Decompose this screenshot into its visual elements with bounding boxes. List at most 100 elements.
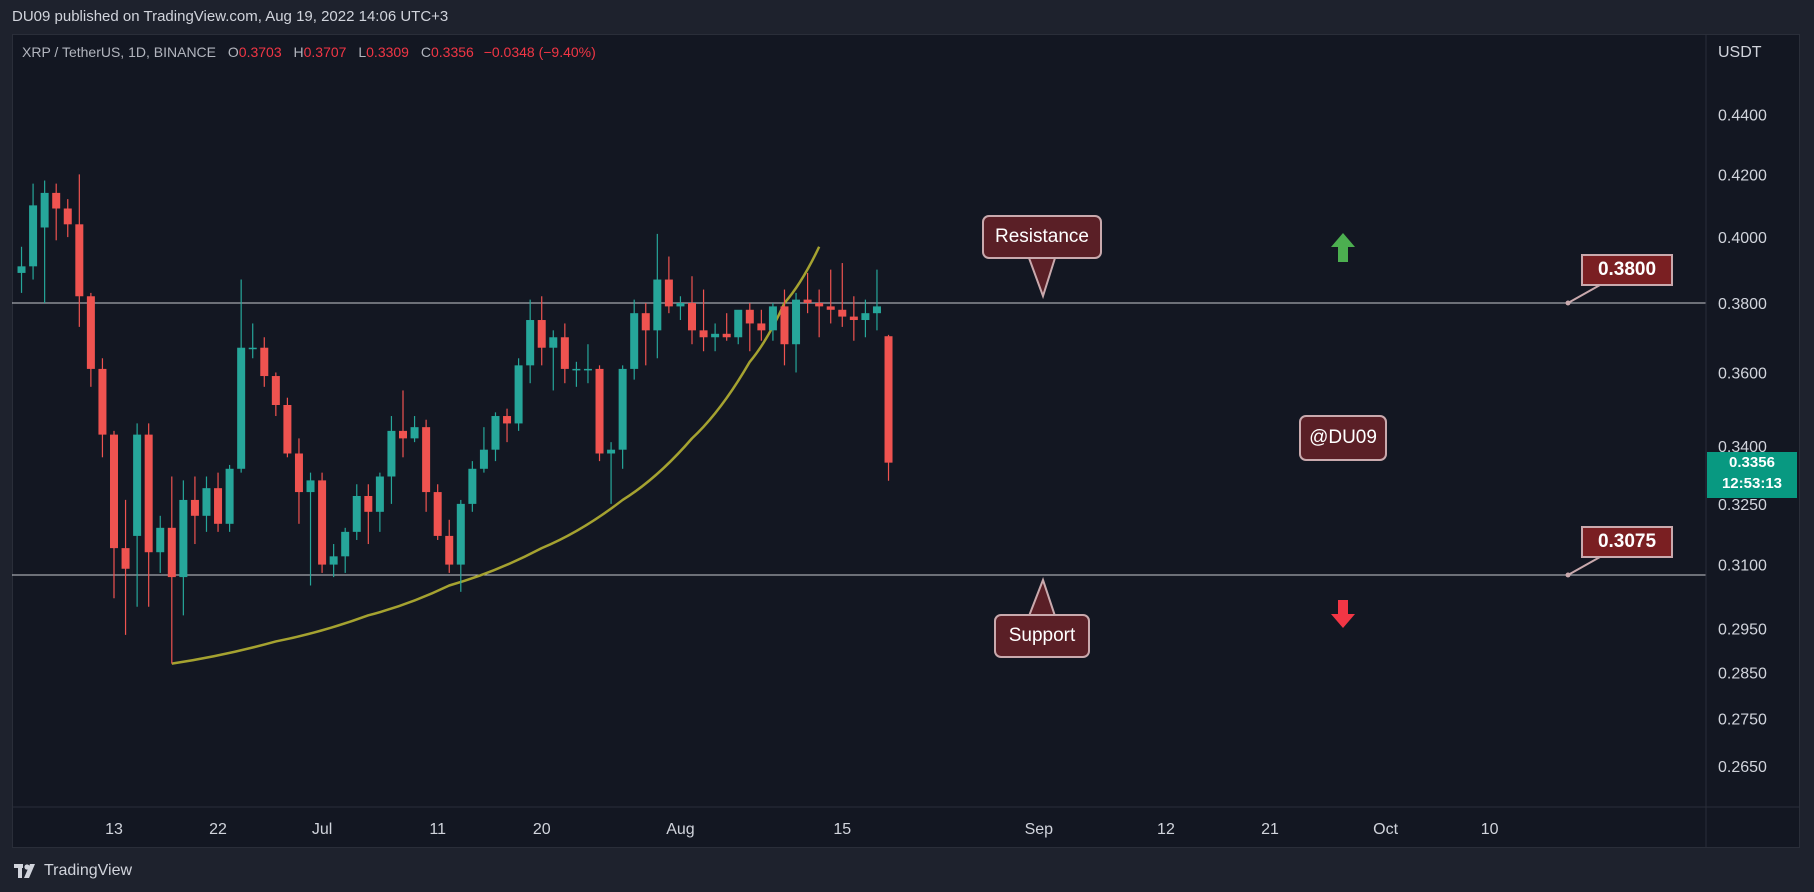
candle[interactable]	[63, 199, 72, 238]
high-label: H	[293, 44, 304, 60]
candle[interactable]	[422, 419, 431, 512]
candle[interactable]	[526, 299, 535, 384]
candle[interactable]	[664, 256, 673, 314]
candle[interactable]	[618, 365, 627, 469]
candle[interactable]	[364, 484, 373, 545]
candle[interactable]	[745, 303, 754, 352]
candle[interactable]	[214, 472, 223, 532]
candle[interactable]	[503, 408, 512, 443]
candle[interactable]	[294, 438, 303, 524]
candle[interactable]	[676, 296, 685, 321]
candle[interactable]	[630, 299, 639, 380]
candle-body	[503, 416, 512, 424]
candle[interactable]	[884, 334, 893, 481]
candle[interactable]	[468, 461, 477, 512]
candle[interactable]	[491, 412, 500, 462]
candle[interactable]	[190, 476, 199, 545]
candle[interactable]	[722, 313, 731, 341]
support-tag-leader	[1567, 556, 1612, 576]
candle[interactable]	[861, 299, 870, 338]
chart-frame[interactable]	[12, 34, 1800, 848]
candle[interactable]	[237, 279, 246, 473]
candle[interactable]	[479, 427, 488, 473]
candle-body	[583, 368, 592, 371]
candle[interactable]	[40, 180, 49, 303]
candle[interactable]	[375, 472, 384, 532]
candle[interactable]	[133, 423, 142, 607]
candle[interactable]	[410, 416, 419, 443]
candle[interactable]	[572, 361, 581, 387]
y-tick-label: 0.4200	[1718, 167, 1767, 184]
candle[interactable]	[75, 174, 84, 327]
candle[interactable]	[456, 499, 465, 592]
candle[interactable]	[98, 358, 107, 458]
tradingview-logo-icon	[14, 864, 35, 878]
candle[interactable]	[803, 272, 812, 314]
publisher-text: DU09 published on TradingView.com, Aug 1…	[12, 8, 449, 25]
candle-body	[167, 527, 176, 578]
candle[interactable]	[144, 423, 153, 607]
x-tick-label: 20	[533, 821, 551, 838]
candle[interactable]	[826, 269, 835, 324]
candle-body	[526, 320, 535, 366]
candle[interactable]	[399, 390, 407, 458]
candle[interactable]	[537, 296, 546, 366]
green-up-arrow-icon	[1331, 233, 1355, 262]
candle[interactable]	[179, 480, 188, 616]
candle-body	[63, 208, 72, 225]
candle[interactable]	[872, 269, 881, 331]
candle[interactable]	[29, 183, 38, 280]
candle[interactable]	[653, 233, 662, 359]
candle-body	[699, 330, 708, 338]
candle[interactable]	[318, 472, 327, 573]
candle[interactable]	[711, 323, 720, 352]
candle[interactable]	[17, 246, 26, 293]
candle[interactable]	[167, 476, 176, 664]
candle[interactable]	[757, 309, 766, 341]
candle[interactable]	[688, 276, 696, 345]
candle-body	[294, 453, 303, 493]
candle[interactable]	[815, 289, 824, 338]
candle[interactable]	[86, 292, 95, 387]
candle[interactable]	[583, 344, 592, 384]
candle-body	[815, 303, 824, 307]
candle[interactable]	[341, 527, 350, 573]
candle[interactable]	[445, 519, 454, 573]
candle[interactable]	[306, 472, 315, 586]
candle[interactable]	[156, 515, 165, 573]
parabolic-curve[interactable]	[171, 246, 821, 665]
candle[interactable]	[329, 544, 338, 578]
candle-body	[641, 313, 650, 331]
candle[interactable]	[849, 296, 858, 341]
candle[interactable]	[595, 365, 604, 462]
candle[interactable]	[202, 476, 211, 532]
candle[interactable]	[641, 303, 650, 366]
candle-body	[271, 376, 280, 405]
candle[interactable]	[780, 289, 789, 366]
candle[interactable]	[433, 484, 442, 540]
candle[interactable]	[352, 484, 361, 540]
candle[interactable]	[792, 292, 801, 373]
candle[interactable]	[110, 430, 118, 599]
candle[interactable]	[699, 289, 708, 352]
candle[interactable]	[549, 330, 558, 391]
candle[interactable]	[283, 397, 292, 458]
candle[interactable]	[514, 358, 523, 431]
candle[interactable]	[248, 323, 257, 359]
resistance-tag-leader	[1567, 284, 1612, 304]
candle[interactable]	[734, 309, 743, 345]
candle[interactable]	[387, 416, 396, 504]
candle[interactable]	[838, 263, 847, 327]
tradingview-logo[interactable]: TradingView	[14, 862, 132, 880]
candle-body	[341, 531, 350, 557]
candle[interactable]	[768, 303, 777, 341]
candle[interactable]	[560, 323, 569, 384]
candle[interactable]	[225, 464, 234, 532]
candle[interactable]	[271, 372, 280, 417]
candle[interactable]	[260, 337, 269, 387]
candle[interactable]	[121, 499, 130, 635]
candle[interactable]	[607, 442, 616, 504]
candle[interactable]	[52, 183, 61, 241]
candle-body	[595, 368, 604, 454]
